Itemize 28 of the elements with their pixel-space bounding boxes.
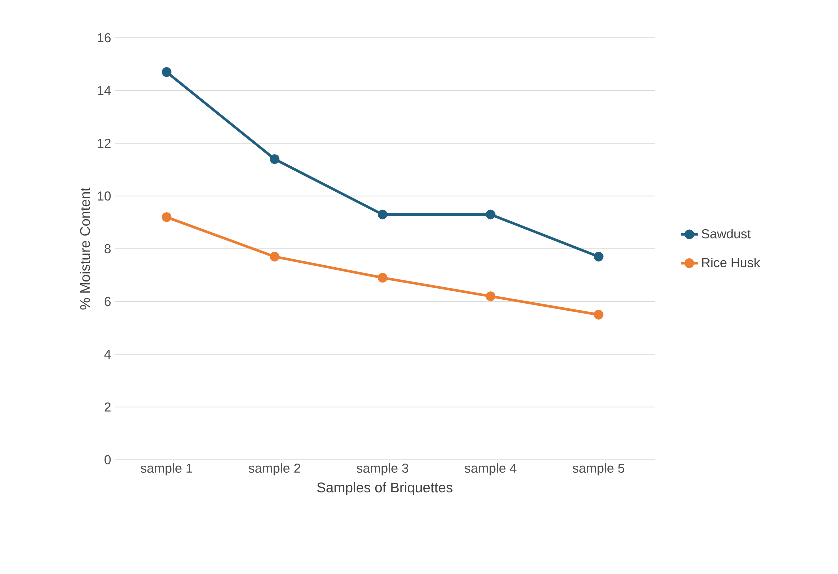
x-tick-label: sample 2 (248, 464, 300, 476)
point (162, 212, 172, 222)
point (486, 210, 496, 220)
y-tick-label: 8 (104, 244, 111, 254)
point (378, 273, 388, 283)
x-axis-title: Samples of Briquettes (317, 482, 453, 496)
y-tick-label: 6 (104, 297, 111, 306)
point (270, 252, 280, 262)
point (594, 310, 604, 320)
legend-label: Rice Husk (702, 258, 760, 268)
x-tick-label: sample 1 (140, 464, 192, 476)
y-tick-label: 0 (104, 455, 111, 465)
point (270, 154, 280, 164)
y-axis-title: % Moisture Content (80, 188, 90, 310)
legend-label: Sawdust (702, 229, 751, 239)
y-tick-label: 12 (98, 138, 111, 148)
y-tick-label: 2 (104, 402, 111, 412)
x-tick-label: sample 3 (356, 464, 409, 476)
x-tick-label: sample 4 (464, 464, 517, 476)
point (378, 210, 388, 220)
y-tick-label: 16 (98, 33, 111, 43)
point (162, 67, 172, 78)
y-tick-label: 10 (98, 192, 111, 201)
point (486, 292, 496, 302)
x-tick-label: sample 5 (572, 464, 625, 476)
y-tick-label: 4 (104, 350, 112, 359)
y-tick-label: 14 (98, 86, 112, 96)
point (594, 252, 604, 262)
